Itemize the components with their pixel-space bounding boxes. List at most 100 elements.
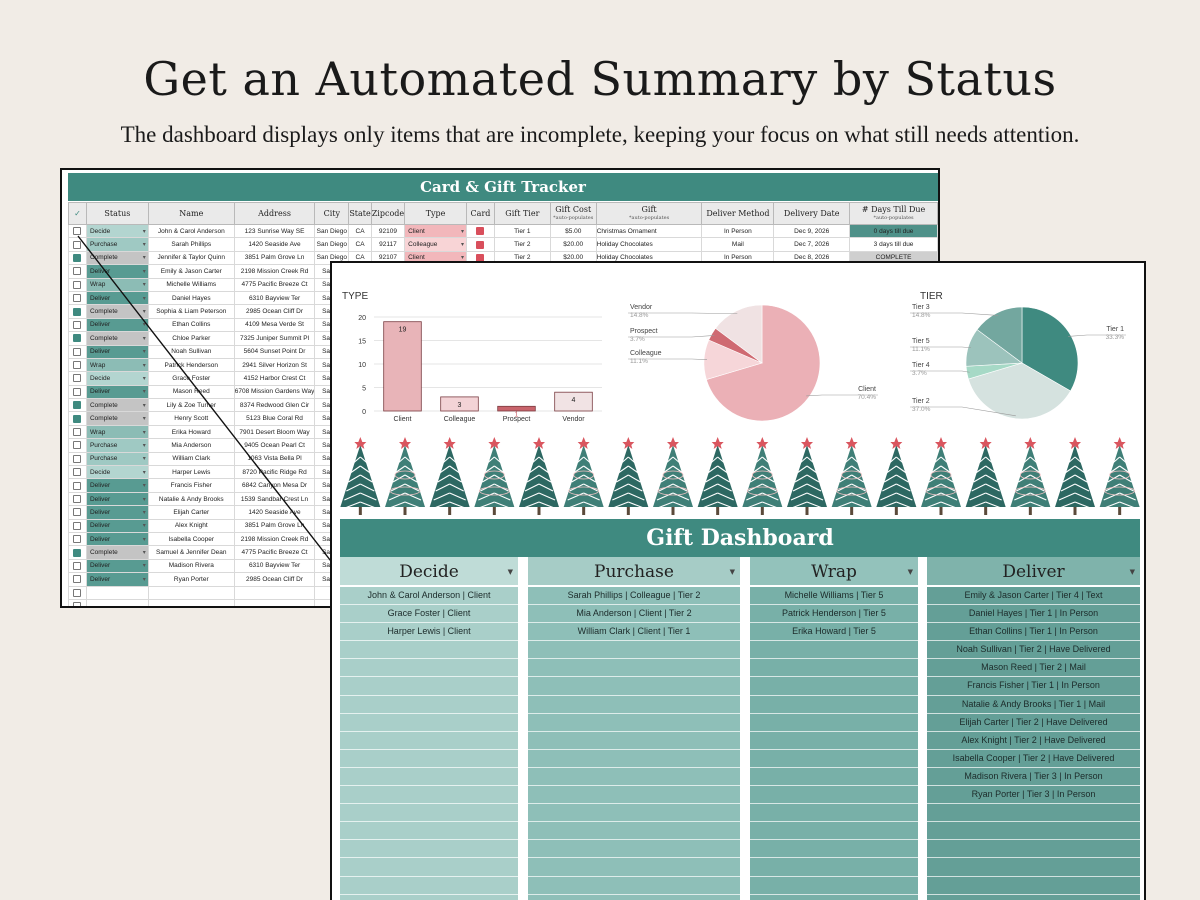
row-checkbox[interactable] [73, 361, 82, 370]
cell-status[interactable]: Deliver [85, 491, 149, 507]
cell-address[interactable]: 1539 Sandbar Crest Ln [233, 491, 316, 507]
cell-address[interactable]: 3851 Palm Grove Ln [233, 250, 316, 266]
cell-status[interactable] [85, 598, 149, 606]
cell-status[interactable]: Deliver [85, 264, 149, 279]
row-checkbox[interactable] [73, 347, 82, 356]
cell-name[interactable]: Isabella Cooper [147, 531, 235, 547]
cell-status[interactable]: Decide [85, 371, 149, 386]
row-checkbox[interactable] [73, 320, 82, 329]
cell-status[interactable]: Complete [85, 545, 149, 560]
cell-name[interactable]: Francis Fisher [147, 478, 235, 493]
cell-address[interactable]: 7325 Juniper Summit Pl [233, 331, 316, 346]
cell-status[interactable]: Deliver [85, 558, 149, 574]
row-checkbox[interactable] [73, 307, 82, 316]
cell-address[interactable]: 9405 Ocean Pearl Ct [233, 438, 316, 453]
cell-status[interactable]: Deliver [85, 505, 149, 520]
cell-checked[interactable] [68, 371, 87, 386]
cell-status[interactable]: Purchase [85, 438, 149, 453]
cell-method[interactable]: In Person [701, 223, 775, 239]
row-checkbox[interactable] [73, 401, 82, 410]
cell-status[interactable] [85, 585, 149, 600]
cell-cost[interactable]: $5.00 [549, 223, 597, 239]
row-checkbox[interactable] [73, 294, 82, 303]
cell-name[interactable]: Jennifer & Taylor Quinn [147, 250, 235, 266]
cell-status[interactable]: Deliver [85, 317, 149, 333]
cell-checked[interactable] [68, 290, 87, 306]
row-checkbox[interactable] [73, 227, 82, 236]
cell-date[interactable]: Dec 7, 2026 [773, 237, 851, 252]
cell-name[interactable]: Patrick Henderson [147, 357, 235, 373]
card-checkbox[interactable] [476, 227, 485, 236]
cell-address[interactable]: 8374 Redwood Glen Cir [233, 398, 316, 413]
cell-checked[interactable] [68, 223, 87, 239]
cell-address[interactable]: 2985 Ocean Cliff Dr [233, 304, 316, 319]
cell-checked[interactable] [68, 384, 87, 400]
row-checkbox[interactable] [73, 414, 82, 423]
cell-name[interactable]: Ethan Collins [147, 317, 235, 333]
cell-status[interactable]: Wrap [85, 424, 149, 440]
cell-checked[interactable] [68, 451, 87, 467]
row-checkbox[interactable] [73, 481, 82, 490]
column-decide-header[interactable]: Decide ▼ [340, 557, 518, 587]
cell-zip[interactable]: 92117 [370, 237, 406, 252]
cell-address[interactable]: 4152 Harbor Crest Ct [233, 371, 316, 386]
cell-address[interactable]: 8720 Pacific Ridge Rd [233, 465, 316, 480]
cell-state[interactable]: CA [348, 223, 372, 239]
row-checkbox[interactable] [73, 387, 82, 396]
row-checkbox[interactable] [73, 253, 82, 262]
card-checkbox[interactable] [476, 240, 485, 249]
cell-address[interactable]: 2985 Ocean Cliff Dr [233, 572, 316, 587]
cell-checked[interactable] [68, 250, 87, 266]
cell-name[interactable]: Grace Foster [147, 371, 235, 386]
cell-status[interactable]: Complete [85, 411, 149, 426]
cell-checked[interactable] [68, 585, 87, 600]
cell-address[interactable]: 2198 Mission Creek Rd [233, 531, 316, 547]
cell-address[interactable]: 123 Sunrise Way SE [233, 223, 316, 239]
cell-address[interactable]: 5123 Blue Coral Rd [233, 411, 316, 426]
cell-checked[interactable] [68, 304, 87, 319]
row-checkbox[interactable] [73, 454, 82, 463]
chevron-down-icon[interactable]: ▼ [729, 568, 735, 576]
cell-checked[interactable] [68, 411, 87, 426]
cell-status[interactable]: Deliver [85, 531, 149, 547]
cell-card[interactable] [466, 223, 495, 239]
cell-address[interactable]: 6310 Bayview Ter [233, 290, 316, 306]
cell-checked[interactable] [68, 317, 87, 333]
cell-status[interactable]: Complete [85, 331, 149, 346]
cell-name[interactable]: Mason Reed [147, 384, 235, 400]
cell-checked[interactable] [68, 357, 87, 373]
cell-checked[interactable] [68, 518, 87, 533]
cell-status[interactable]: Complete [85, 398, 149, 413]
cell-days[interactable]: 3 days till due [849, 237, 938, 252]
cell-checked[interactable] [68, 491, 87, 507]
cell-address[interactable]: 6842 Canyon Mesa Dr [233, 478, 316, 493]
cell-checked[interactable] [68, 545, 87, 560]
cell-name[interactable]: Ryan Porter [147, 572, 235, 587]
cell-name[interactable]: Emily & Jason Carter [147, 264, 235, 279]
cell-name[interactable]: Alex Knight [147, 518, 235, 533]
cell-address[interactable]: 4775 Pacific Breeze Ct [233, 545, 316, 560]
cell-card[interactable] [466, 237, 495, 252]
cell-address[interactable]: 2198 Mission Creek Rd [233, 264, 316, 279]
cell-cost[interactable]: $20.00 [549, 237, 597, 252]
cell-status[interactable]: Complete [85, 304, 149, 319]
cell-name[interactable]: Michelle Williams [147, 277, 235, 292]
cell-name[interactable]: Samuel & Jennifer Dean [147, 545, 235, 560]
cell-checked[interactable] [68, 572, 87, 587]
cell-name[interactable]: Henry Scott [147, 411, 235, 426]
row-checkbox[interactable] [73, 588, 82, 597]
column-wrap-header[interactable]: Wrap ▼ [750, 557, 918, 587]
cell-address[interactable]: 1420 Seaside Ave [233, 505, 316, 520]
cell-zip[interactable]: 92109 [370, 223, 406, 239]
row-checkbox[interactable] [73, 548, 82, 557]
cell-days[interactable]: 0 days till due [849, 223, 938, 239]
cell-status[interactable]: Purchase [85, 237, 149, 252]
cell-checked[interactable] [68, 398, 87, 413]
cell-status[interactable]: Deliver [85, 384, 149, 400]
cell-address[interactable]: 2941 Silver Horizon St [233, 357, 316, 373]
row-checkbox[interactable] [73, 280, 82, 289]
cell-checked[interactable] [68, 505, 87, 520]
cell-status[interactable]: Deliver [85, 344, 149, 359]
column-purchase-header[interactable]: Purchase ▼ [528, 557, 740, 587]
cell-checked[interactable] [68, 531, 87, 547]
